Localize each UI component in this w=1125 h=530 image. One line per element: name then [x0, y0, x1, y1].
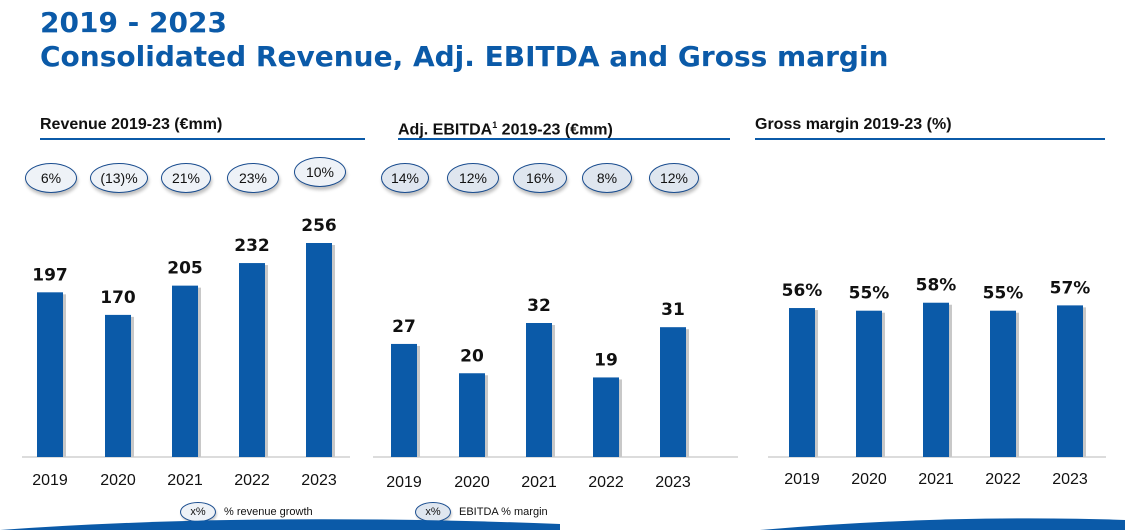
revenue-category-label: 2023 [301, 472, 337, 489]
ebitda-category-label: 2023 [655, 474, 691, 491]
title-line-2: Consolidated Revenue, Adj. EBITDA and Gr… [40, 40, 889, 73]
gross-margin-bar-2023 [1057, 305, 1083, 457]
revenue-bar-2022 [239, 263, 265, 457]
revenue-category-label: 2019 [32, 472, 68, 489]
gross-margin-value-label: 56% [782, 281, 823, 301]
ebitda-bar-2023 [660, 327, 686, 457]
gross-margin-chart-title: Gross margin 2019-23 (%) [755, 116, 1105, 140]
ebitda-category-label: 2019 [386, 474, 422, 491]
gross-margin-bar-2019 [789, 308, 815, 457]
revenue-annotation-bubble: 23% [227, 163, 279, 193]
revenue-category-label: 2020 [100, 472, 136, 489]
ebitda-annotation-bubble: 14% [381, 163, 429, 193]
ebitda-annotation-bubble: 16% [513, 163, 567, 193]
ebitda-chart-title-suffix: 2019-23 (€mm) [497, 121, 613, 139]
revenue-value-label: 256 [301, 216, 337, 236]
revenue-annotation-bubble: 6% [25, 163, 77, 193]
ebitda-bar-2019 [391, 343, 417, 457]
gross-margin-category-label: 2022 [985, 471, 1021, 488]
gross-margin-chart-title-text: Gross margin 2019-23 (%) [755, 116, 952, 133]
ebitda-footnote-marker: 1 [492, 120, 498, 130]
revenue-chart-title: Revenue 2019-23 (€mm) [40, 116, 365, 140]
footer-swoosh [0, 518, 1125, 530]
revenue-bar-2019 [37, 292, 63, 457]
ebitda-annotation-bubble: 12% [447, 163, 499, 193]
ebitda-bar-2022 [593, 377, 619, 457]
gross-margin-bar-2020 [856, 310, 882, 457]
ebitda-chart-title-prefix: Adj. EBITDA [398, 121, 493, 139]
revenue-chart-title-text: Revenue 2019-23 (€mm) [40, 116, 223, 133]
ebitda-value-label: 27 [392, 317, 416, 337]
legend-label: EBITDA % margin [459, 506, 548, 518]
gross-margin-value-label: 57% [1050, 278, 1091, 298]
revenue-value-label: 205 [167, 259, 203, 279]
ebitda-annotation-bubble: 8% [582, 163, 632, 193]
revenue-annotation-bubble: (13)% [90, 163, 148, 193]
ebitda-category-label: 2020 [454, 474, 490, 491]
gross-margin-bar-2022 [990, 310, 1016, 457]
ebitda-value-label: 32 [527, 296, 551, 316]
gross-margin-category-label: 2023 [1052, 471, 1088, 488]
revenue-annotation-bubble: 10% [294, 157, 346, 187]
revenue-bar-2023 [306, 243, 332, 457]
ebitda-category-label: 2021 [521, 474, 557, 491]
revenue-bar-2020 [105, 314, 131, 457]
legend-bubble-symbol: x% [415, 502, 451, 522]
revenue-category-label: 2022 [234, 472, 270, 489]
revenue-value-label: 170 [100, 288, 136, 308]
gross-margin-value-label: 55% [983, 284, 1024, 304]
revenue-value-label: 197 [32, 265, 68, 285]
ebitda-value-label: 31 [661, 300, 685, 320]
legend-bubble-symbol: x% [180, 502, 216, 522]
gross-margin-category-label: 2019 [784, 471, 820, 488]
title-line-1: 2019 - 2023 [40, 6, 227, 39]
ebitda-value-label: 20 [460, 346, 484, 366]
gross-margin-category-label: 2020 [851, 471, 887, 488]
gross-margin-bar-2021 [923, 302, 949, 457]
legend-label: % revenue growth [224, 506, 313, 518]
ebitda-chart-title: Adj. EBITDA1 2019-23 (€mm) [398, 116, 730, 140]
ebitda-value-label: 19 [594, 350, 618, 370]
gross-margin-value-label: 55% [849, 284, 890, 304]
legend-ebitda-margin: x% EBITDA % margin [415, 502, 548, 522]
ebitda-category-label: 2022 [588, 474, 624, 491]
gross-margin-value-label: 58% [916, 276, 957, 296]
revenue-value-label: 232 [234, 236, 270, 256]
revenue-bar-2021 [172, 285, 198, 457]
ebitda-annotation-bubble: 12% [649, 163, 699, 193]
legend-revenue-growth: x% % revenue growth [180, 502, 313, 522]
bar-charts: 1972019170202020520212322022256202327201… [22, 216, 1106, 491]
ebitda-bar-2020 [459, 373, 485, 457]
revenue-annotation-bubble: 21% [161, 163, 211, 193]
revenue-category-label: 2021 [167, 472, 203, 489]
gross-margin-category-label: 2021 [918, 471, 954, 488]
ebitda-bar-2021 [526, 323, 552, 457]
